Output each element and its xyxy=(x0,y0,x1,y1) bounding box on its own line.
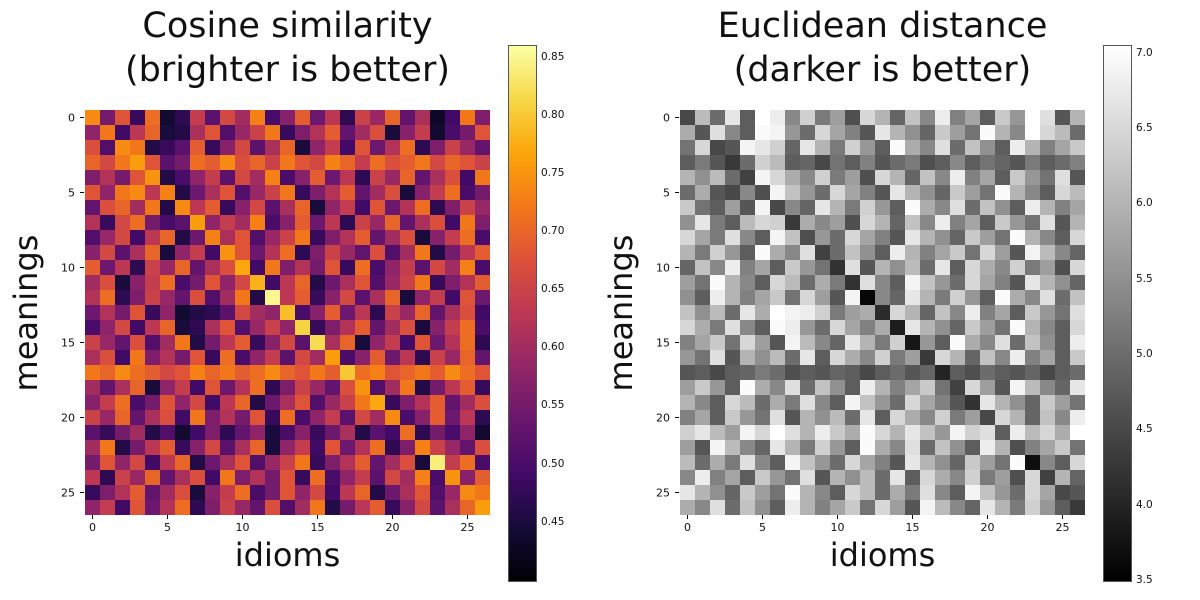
x-tick-label: 15 xyxy=(905,521,920,534)
colorbar-tick-label: 0.65 xyxy=(541,283,565,295)
x-tick-label: 15 xyxy=(310,521,325,534)
cosine-title-line2: (brighter is better) xyxy=(124,50,450,90)
cosine-title: Cosine similarity (brighter is better) xyxy=(70,4,505,92)
x-tick-mark xyxy=(167,515,168,519)
y-tick-label: 15 xyxy=(656,336,670,349)
colorbar-tick-label: 3.5 xyxy=(1136,574,1153,586)
x-tick-label: 0 xyxy=(89,521,96,534)
x-tick-label: 10 xyxy=(830,521,845,534)
x-tick-mark xyxy=(1062,515,1063,519)
y-axis-label: meanings xyxy=(7,234,45,392)
x-tick-mark xyxy=(987,515,988,519)
x-tick-mark xyxy=(687,515,688,519)
x-tick-mark xyxy=(392,515,393,519)
colorbar-tick-label: 4.0 xyxy=(1136,499,1153,511)
euclidean-title-line2: (darker is better) xyxy=(733,50,1032,90)
colorbar-tick-label: 0.70 xyxy=(541,225,565,237)
x-tick-label: 0 xyxy=(684,521,691,534)
x-tick-mark xyxy=(467,515,468,519)
y-tick-mark xyxy=(675,492,679,493)
x-tick-label: 25 xyxy=(1055,521,1070,534)
y-tick-mark xyxy=(675,192,679,193)
y-tick-label: 20 xyxy=(656,411,670,424)
x-tick-label: 20 xyxy=(385,521,400,534)
colorbar-tick-label: 6.0 xyxy=(1136,197,1153,209)
x-tick-mark xyxy=(242,515,243,519)
y-tick-label: 10 xyxy=(61,261,75,274)
x-tick-mark xyxy=(912,515,913,519)
y-tick-mark xyxy=(80,342,84,343)
colorbar-tick-label: 4.5 xyxy=(1136,423,1153,435)
x-tick-label: 5 xyxy=(759,521,766,534)
cosine-heatmap-canvas xyxy=(85,110,490,515)
y-tick-label: 25 xyxy=(656,486,670,499)
colorbar-tick-label: 6.5 xyxy=(1136,122,1153,134)
x-tick-mark xyxy=(92,515,93,519)
colorbar-tick-label: 0.55 xyxy=(541,399,565,411)
colorbar-tick-label: 0.50 xyxy=(541,458,565,470)
colorbar-tick-label: 0.45 xyxy=(541,516,565,528)
y-tick-mark xyxy=(80,192,84,193)
y-tick-mark xyxy=(675,267,679,268)
y-tick-mark xyxy=(80,267,84,268)
y-tick-label: 5 xyxy=(663,186,670,199)
x-tick-label: 10 xyxy=(235,521,250,534)
y-axis-label: meanings xyxy=(602,234,640,392)
y-tick-label: 10 xyxy=(656,261,670,274)
euclidean-title-line1: Euclidean distance xyxy=(717,6,1048,46)
colorbar-tick-label: 5.0 xyxy=(1136,348,1153,360)
cosine-colorbar xyxy=(508,45,537,582)
colorbar-tick-label: 0.85 xyxy=(541,51,565,63)
x-tick-label: 20 xyxy=(980,521,995,534)
y-tick-mark xyxy=(80,117,84,118)
colorbar-tick-label: 0.75 xyxy=(541,167,565,179)
euclidean-heatmap-canvas xyxy=(680,110,1085,515)
colorbar-tick-label: 0.60 xyxy=(541,341,565,353)
x-tick-mark xyxy=(317,515,318,519)
x-tick-label: 5 xyxy=(164,521,171,534)
y-tick-label: 5 xyxy=(68,186,75,199)
x-tick-mark xyxy=(837,515,838,519)
y-tick-label: 0 xyxy=(68,111,75,124)
y-tick-label: 0 xyxy=(663,111,670,124)
y-tick-mark xyxy=(80,492,84,493)
x-tick-label: 25 xyxy=(460,521,475,534)
colorbar-tick-label: 7.0 xyxy=(1136,47,1153,59)
x-axis-label: idioms xyxy=(234,536,341,574)
colorbar-tick-label: 5.5 xyxy=(1136,273,1153,285)
y-tick-label: 15 xyxy=(61,336,75,349)
y-tick-label: 25 xyxy=(61,486,75,499)
x-tick-mark xyxy=(762,515,763,519)
cosine-title-line1: Cosine similarity xyxy=(142,6,433,46)
y-tick-mark xyxy=(675,417,679,418)
colorbar-tick-label: 0.80 xyxy=(541,109,565,121)
y-tick-mark xyxy=(80,417,84,418)
euclidean-colorbar xyxy=(1103,45,1132,582)
y-tick-label: 20 xyxy=(61,411,75,424)
y-tick-mark xyxy=(675,342,679,343)
y-tick-mark xyxy=(675,117,679,118)
euclidean-title: Euclidean distance (darker is better) xyxy=(665,4,1100,92)
x-axis-label: idioms xyxy=(829,536,936,574)
